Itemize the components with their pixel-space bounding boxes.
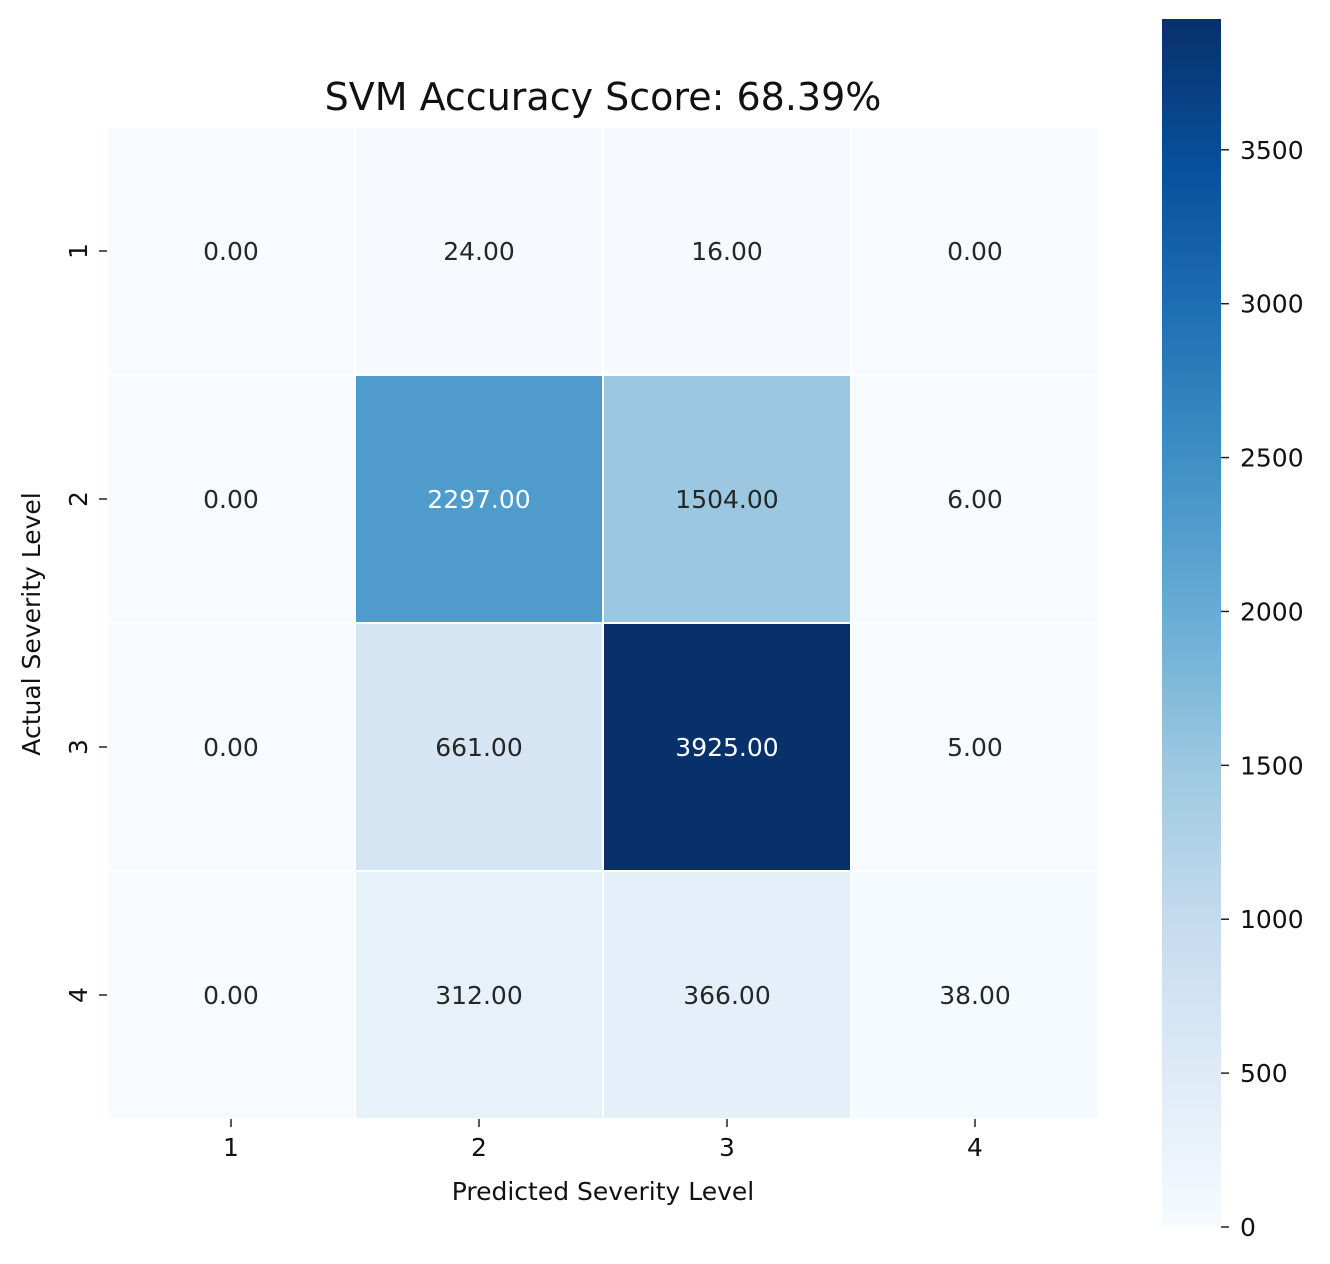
cell-annotation: 2297.00 (427, 485, 530, 514)
x-tick-label: 2 (471, 1133, 487, 1162)
x-tick-label: 1 (223, 1133, 239, 1162)
cell-annotation: 5.00 (947, 733, 1003, 762)
cell-annotation: 661.00 (435, 733, 522, 762)
heatmap-cell (602, 126, 852, 376)
cell-annotations: 0.00 24.00 16.00 0.00 0.00 2297.00 1504.00 6.00… (203, 237, 1011, 1010)
heatmap-cell (850, 622, 1100, 872)
cell-annotation: 38.00 (939, 981, 1011, 1010)
heatmap-cell (602, 870, 852, 1120)
colorbar-tick-label: 2500 (1240, 444, 1304, 473)
heatmap-cell (850, 870, 1100, 1120)
heatmap-cell (354, 870, 604, 1120)
heatmap-cell (106, 870, 356, 1120)
x-axis-label: Predicted Severity Level (452, 1177, 755, 1206)
y-tick-label: 3 (64, 739, 93, 755)
heatmap-cell (354, 622, 604, 872)
y-tick-label: 4 (64, 987, 93, 1003)
cell-annotation: 6.00 (947, 485, 1003, 514)
colorbar-ticks: 0 500 1000 1500 2000 2500 3000 3500 (1221, 136, 1304, 1242)
heatmap-cell (850, 126, 1100, 376)
y-axis-ticks: 1 2 3 4 (64, 243, 107, 1003)
cell-annotation: 0.00 (203, 981, 259, 1010)
cell-annotation: 0.00 (203, 237, 259, 266)
cell-annotation: 16.00 (691, 237, 763, 266)
x-axis-ticks: 1 2 3 4 (223, 1119, 983, 1162)
cell-annotation: 0.00 (203, 733, 259, 762)
cell-annotation: 366.00 (683, 981, 770, 1010)
heatmap-cell (354, 126, 604, 376)
x-tick-label: 3 (719, 1133, 735, 1162)
cell-annotation: 312.00 (435, 981, 522, 1010)
colorbar-tick-label: 3000 (1240, 290, 1304, 319)
heatmap-cell (850, 374, 1100, 624)
cell-annotation: 3925.00 (675, 733, 778, 762)
colorbar-tick-label: 0 (1240, 1213, 1256, 1242)
y-axis-label: Actual Severity Level (17, 492, 46, 755)
y-tick-label: 2 (64, 491, 93, 507)
colorbar-tick-label: 1500 (1240, 751, 1304, 780)
colorbar (1162, 19, 1221, 1227)
heatmap-cell (354, 374, 604, 624)
heatmap-cell (106, 126, 356, 376)
colorbar-tick-label: 3500 (1240, 136, 1304, 165)
chart-title: SVM Accuracy Score: 68.39% (325, 75, 882, 119)
cell-annotation: 0.00 (203, 485, 259, 514)
colorbar-tick-label: 2000 (1240, 597, 1304, 626)
colorbar-tick-label: 1000 (1240, 905, 1304, 934)
y-tick-label: 1 (64, 243, 93, 259)
heatmap-cell (106, 374, 356, 624)
x-tick-label: 4 (967, 1133, 983, 1162)
cell-annotation: 0.00 (947, 237, 1003, 266)
cell-annotation: 24.00 (443, 237, 515, 266)
heatmap-cells (106, 126, 1100, 1120)
cell-annotation: 1504.00 (675, 485, 778, 514)
colorbar-tick-label: 500 (1240, 1059, 1288, 1088)
